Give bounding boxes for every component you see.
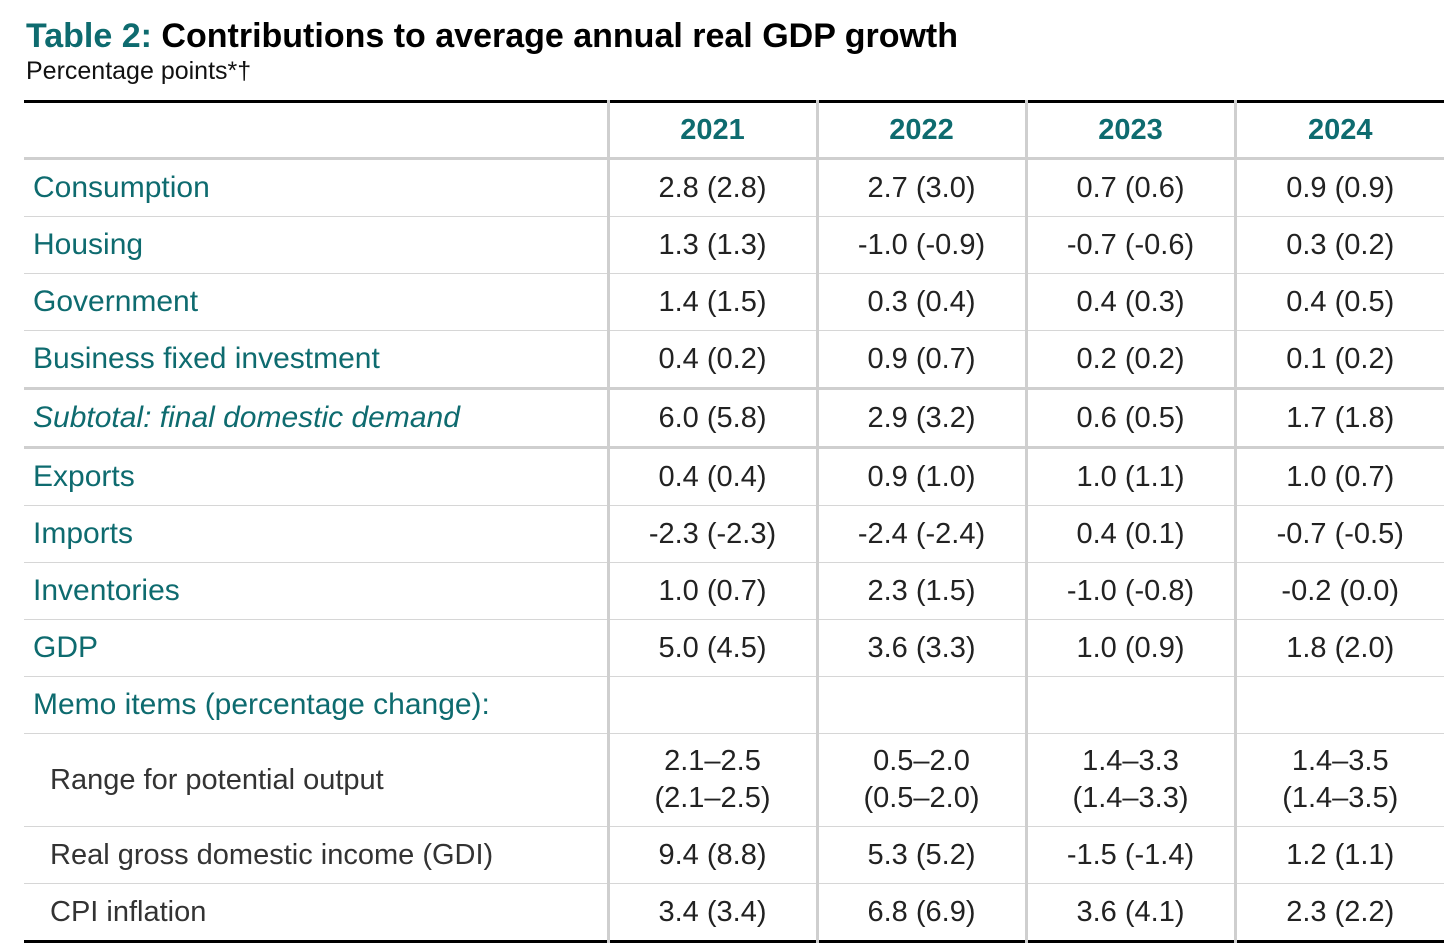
table-cell: 1.4 (1.5) [606, 273, 817, 331]
table-cell: 5.0 (4.5) [606, 619, 817, 677]
table-cell: 1.0 (1.1) [1024, 447, 1235, 506]
memo-row-potential-output: Range for potential output 2.1–2.5 (2.1–… [24, 733, 1444, 827]
table-row: Consumption 2.8 (2.8) 2.7 (3.0) 0.7 (0.6… [24, 158, 1444, 217]
range-value: 0.5–2.0 [873, 745, 970, 777]
memo-row-cpi: CPI inflation 3.4 (3.4) 6.8 (6.9) 3.6 (4… [24, 883, 1444, 942]
table-cell: 0.4 (0.3) [1024, 273, 1235, 331]
table-cell: 1.3 (1.3) [606, 216, 817, 274]
table-cell: 0.4 (0.4) [606, 447, 817, 506]
table-cell: 1.0 (0.7) [606, 562, 817, 620]
table-cell: -0.7 (-0.6) [1024, 216, 1235, 274]
table-cell: 1.2 (1.1) [1233, 826, 1444, 884]
range-previous-value: (0.5–2.0) [863, 782, 980, 814]
table-row: Imports -2.3 (-2.3) -2.4 (-2.4) 0.4 (0.1… [24, 505, 1444, 563]
subtotal-label: Subtotal: final domestic demand [24, 388, 608, 449]
row-label: GDP [24, 619, 608, 677]
empty-cell [606, 676, 817, 734]
table-cell: 2.1–2.5 (2.1–2.5) [606, 733, 817, 827]
table-cell: 0.2 (0.2) [1024, 330, 1235, 390]
range-previous-value: (2.1–2.5) [654, 782, 771, 814]
table-cell: 0.4 (0.1) [1024, 505, 1235, 563]
range-previous-value: (1.4–3.5) [1282, 782, 1399, 814]
table-cell: 3.6 (4.1) [1024, 883, 1235, 942]
table-cell: 0.6 (0.5) [1024, 388, 1235, 449]
range-value: 2.1–2.5 [664, 745, 761, 777]
table-number: Table 2: [26, 17, 152, 55]
table-cell: 0.5–2.0 (0.5–2.0) [815, 733, 1026, 827]
table-row: Business fixed investment 0.4 (0.2) 0.9 … [24, 330, 1444, 390]
table-cell: 9.4 (8.8) [606, 826, 817, 884]
table-cell: 0.3 (0.2) [1233, 216, 1444, 274]
table-cell: 1.0 (0.7) [1233, 447, 1444, 506]
table-cell: -0.2 (0.0) [1233, 562, 1444, 620]
table-cell: 2.3 (2.2) [1233, 883, 1444, 942]
table-cell: 0.4 (0.5) [1233, 273, 1444, 331]
memo-label: Range for potential output [24, 733, 608, 827]
row-label: Imports [24, 505, 608, 563]
table-cell: 2.8 (2.8) [606, 158, 817, 217]
header-label-cell [24, 101, 608, 160]
table-row: Housing 1.3 (1.3) -1.0 (-0.9) -0.7 (-0.6… [24, 216, 1444, 274]
table-cell: -1.5 (-1.4) [1024, 826, 1235, 884]
table-cell: 1.4–3.3 (1.4–3.3) [1024, 733, 1235, 827]
table-cell: 2.7 (3.0) [815, 158, 1026, 217]
empty-cell [1233, 676, 1444, 734]
column-header-2024: 2024 [1233, 101, 1444, 160]
table-cell: 0.7 (0.6) [1024, 158, 1235, 217]
table-cell: 0.9 (0.9) [1233, 158, 1444, 217]
row-label: Inventories [24, 562, 608, 620]
table-cell: 1.0 (0.9) [1024, 619, 1235, 677]
memo-label: Real gross domestic income (GDI) [24, 826, 608, 884]
table-cell: 1.8 (2.0) [1233, 619, 1444, 677]
table-cell: 2.3 (1.5) [815, 562, 1026, 620]
empty-cell [815, 676, 1026, 734]
table-cell: -2.4 (-2.4) [815, 505, 1026, 563]
table-cell: 6.8 (6.9) [815, 883, 1026, 942]
table-title: Table 2: Contributions to average annual… [26, 14, 958, 58]
row-label: Government [24, 273, 608, 331]
range-previous-value: (1.4–3.3) [1072, 782, 1189, 814]
table-subtitle: Percentage points*† [26, 57, 252, 85]
column-header-2022: 2022 [815, 101, 1026, 160]
table-cell: -2.3 (-2.3) [606, 505, 817, 563]
subtotal-row: Subtotal: final domestic demand 6.0 (5.8… [24, 388, 1444, 449]
table-cell: 3.6 (3.3) [815, 619, 1026, 677]
gdp-row: GDP 5.0 (4.5) 3.6 (3.3) 1.0 (0.9) 1.8 (2… [24, 619, 1444, 677]
table-row: Inventories 1.0 (0.7) 2.3 (1.5) -1.0 (-0… [24, 562, 1444, 620]
row-label: Consumption [24, 158, 608, 217]
table-cell: -1.0 (-0.8) [1024, 562, 1235, 620]
table-row: Exports 0.4 (0.4) 0.9 (1.0) 1.0 (1.1) 1.… [24, 447, 1444, 506]
row-label: Housing [24, 216, 608, 274]
table-cell: 0.4 (0.2) [606, 330, 817, 390]
table-row: Government 1.4 (1.5) 0.3 (0.4) 0.4 (0.3)… [24, 273, 1444, 331]
gdp-contributions-table: 2021 2022 2023 2024 Consumption 2.8 (2.8… [24, 100, 1444, 943]
table-cell: -1.0 (-0.9) [815, 216, 1026, 274]
memo-label: CPI inflation [50, 895, 207, 928]
column-header-2021: 2021 [606, 101, 817, 160]
table-cell: 6.0 (5.8) [606, 388, 817, 449]
memo-heading-row: Memo items (percentage change): [24, 676, 1444, 734]
range-value: 1.4–3.5 [1291, 745, 1389, 777]
row-label: Exports [24, 447, 608, 506]
table-cell: 0.3 (0.4) [815, 273, 1026, 331]
header-row: 2021 2022 2023 2024 [24, 101, 1444, 160]
table-title-text: Contributions to average annual real GDP… [161, 17, 959, 55]
memo-heading: Memo items (percentage change): [24, 676, 608, 734]
table-cell: 1.7 (1.8) [1233, 388, 1444, 449]
title-block: Table 2: Contributions to average annual… [26, 14, 958, 86]
table-cell: 0.9 (0.7) [815, 330, 1026, 390]
column-header-2023: 2023 [1024, 101, 1235, 160]
table-cell: 1.4–3.5 (1.4–3.5) [1233, 733, 1444, 827]
table-cell: 3.4 (3.4) [606, 883, 817, 942]
table-cell: 0.9 (1.0) [815, 447, 1026, 506]
row-label: Business fixed investment [24, 330, 608, 390]
table-cell: -0.7 (-0.5) [1233, 505, 1444, 563]
memo-row-gdi: Real gross domestic income (GDI) 9.4 (8.… [24, 826, 1444, 884]
range-value: 1.4–3.3 [1082, 745, 1179, 777]
table-cell: 5.3 (5.2) [815, 826, 1026, 884]
table-cell: 2.9 (3.2) [815, 388, 1026, 449]
table-cell: 0.1 (0.2) [1233, 330, 1444, 390]
empty-cell [1024, 676, 1235, 734]
